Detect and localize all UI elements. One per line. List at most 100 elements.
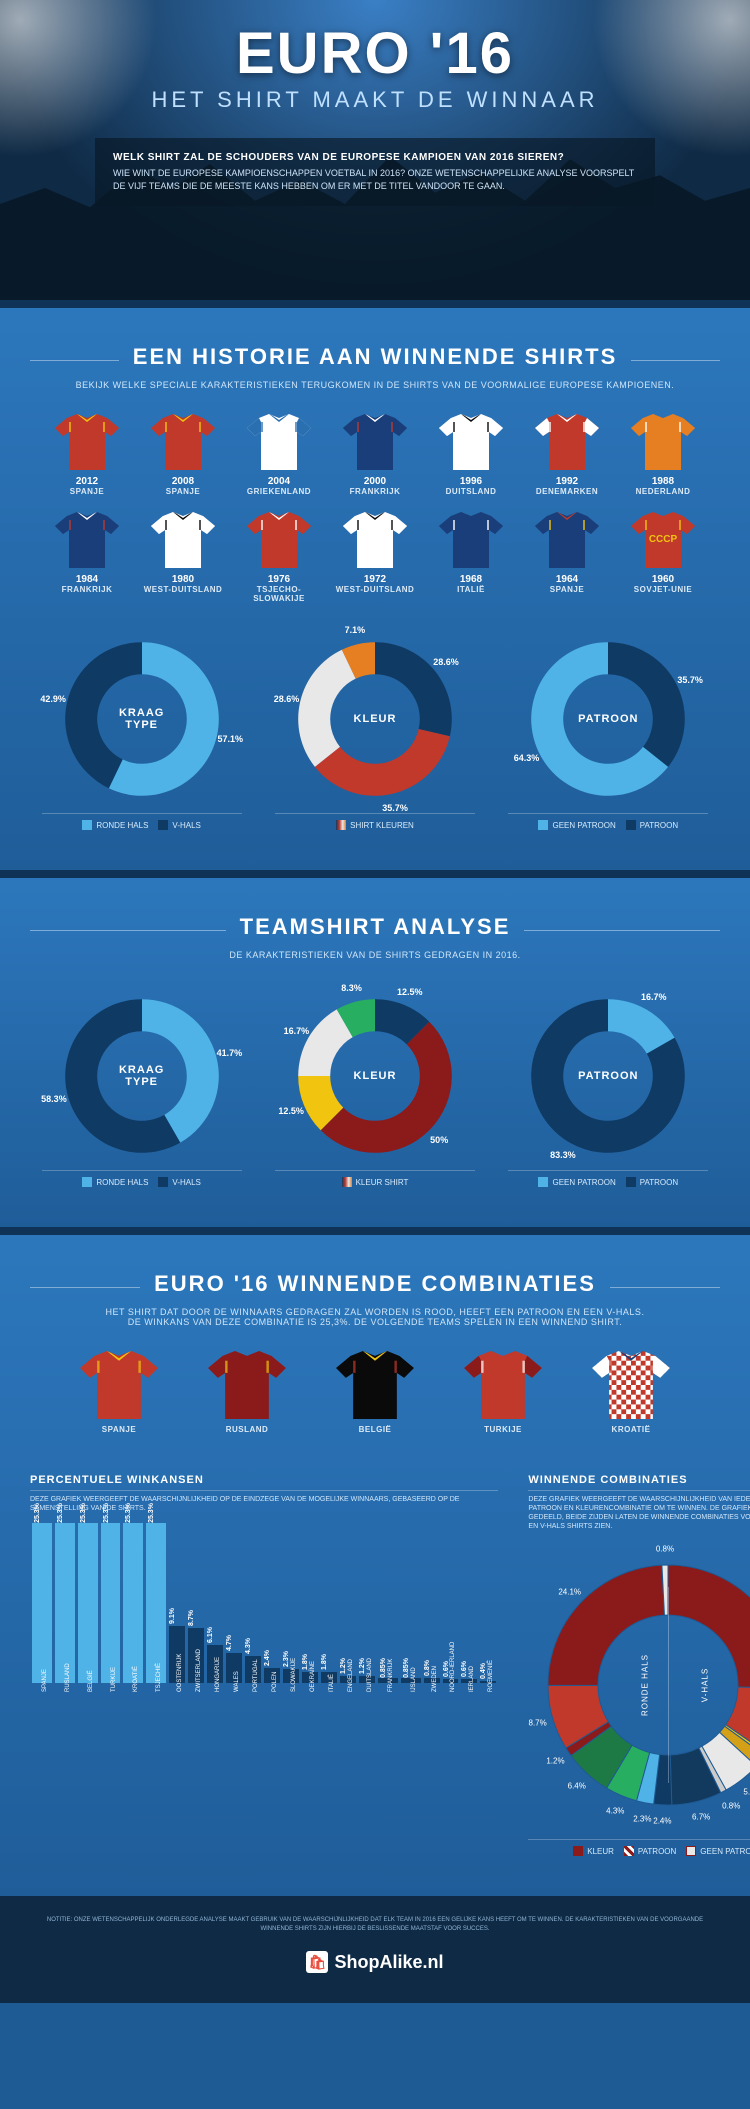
main-subtitle: HET SHIRT MAAKT DE WINNAAR <box>0 87 750 113</box>
shirt-country: RUSLAND <box>197 1425 297 1434</box>
bar-item: 0.6% IERLAND <box>461 1661 477 1727</box>
legend-item: RONDE HALS <box>82 820 148 830</box>
shirt-icon <box>439 512 503 568</box>
bar-item: 25.3% KROATIË <box>123 1505 143 1727</box>
shirt-icon <box>464 1351 542 1419</box>
donut-pct-labels: 12.5%50%12.5%16.7%8.3% <box>295 996 455 1156</box>
legend-item: V-HALS <box>158 820 200 830</box>
legend-geen-patroon: GEEN PATROON <box>686 1846 750 1856</box>
shirt-year: 1980 <box>139 574 227 585</box>
bar-value: 9.1% <box>169 1608 185 1624</box>
shirt-icon <box>439 414 503 470</box>
section3-title: EURO '16 WINNENDE COMBINATIES <box>140 1271 610 1297</box>
shirt-year: 1964 <box>523 574 611 585</box>
donut-chart: PATROON 16.7%83.3% <box>528 996 688 1156</box>
bar-rect <box>123 1523 143 1683</box>
shirt-icon <box>535 414 599 470</box>
donut-block: PATROON 35.7%64.3% GEEN PATROONPATROON <box>508 639 708 830</box>
shirt-icon <box>343 512 407 568</box>
shirt-country: SOVJET-UNIE <box>619 585 707 594</box>
bar-value: 25.3% <box>57 1503 73 1523</box>
main-title: EURO '16 <box>0 20 750 87</box>
hero-header: EURO '16 HET SHIRT MAAKT DE WINNAAR WELK… <box>0 0 750 300</box>
footer-notice: NOTITIE: ONZE WETENSCHAPPELIJK ONDERLEGD… <box>40 1916 710 1933</box>
section1-subtitle: BEKIJK WELKE SPECIALE KARAKTERISTIEKEN T… <box>30 380 720 390</box>
intro-answer: WIE WINT DE EUROPESE KAMPIOENSCHAPPEN VO… <box>113 167 637 192</box>
shirt-item: 1964 SPANJE <box>523 512 611 603</box>
big-donut-legend: KLEUR PATROON GEEN PATROON <box>528 1839 750 1856</box>
bigdonut-title: WINNENDE COMBINATIES <box>528 1474 750 1486</box>
shirt-icon <box>151 512 215 568</box>
legend-item: RONDE HALS <box>82 1177 148 1187</box>
bar-value: 25.3% <box>34 1503 50 1523</box>
shirt-icon <box>151 414 215 470</box>
shirt-icon <box>55 512 119 568</box>
bar-item: 25.3% RUSLAND <box>55 1505 75 1727</box>
teamshirt-donuts-row: KRAAG TYPE 41.7%58.3% RONDE HALSV-HALS K… <box>30 996 720 1187</box>
shirt-country: SPANJE <box>523 585 611 594</box>
donut-block: KLEUR 28.6%35.7%28.6%7.1% SHIRT KLEUREN <box>275 639 475 830</box>
donut-pct-labels: 28.6%35.7%28.6%7.1% <box>295 639 455 799</box>
shirt-year: 2012 <box>43 476 131 487</box>
shirt-icon <box>592 1351 670 1419</box>
shirt-item: 2000 FRANKRIJK <box>331 414 419 496</box>
donut-chart: PATROON 35.7%64.3% <box>528 639 688 799</box>
donut-pct-labels: 35.7%64.3% <box>528 639 688 799</box>
bar-value: 2.4% <box>264 1650 280 1666</box>
shirt-icon <box>535 512 599 568</box>
legend-item: GEEN PATROON <box>538 820 615 830</box>
bar-item: 1.2% DUITSLAND <box>359 1658 375 1728</box>
shirt-country: SPANJE <box>43 487 131 496</box>
bar-value: 4.3% <box>245 1638 261 1654</box>
donut-chart: KLEUR 28.6%35.7%28.6%7.1% <box>295 639 455 799</box>
section-combinations: EURO '16 WINNENDE COMBINATIES HET SHIRT … <box>0 1227 750 1896</box>
historic-shirts-grid: 2012 SPANJE 2008 SPANJE 2004 GRIEKENLAND… <box>30 414 720 603</box>
combo-shirt-item: KROATIË <box>581 1351 681 1434</box>
section-history: EEN HISTORIE AAN WINNENDE SHIRTS BEKIJK … <box>0 300 750 870</box>
bar-item: 25.3% BELGIË <box>78 1505 98 1727</box>
probability-bar-chart: 25.3% SPANJE25.3% RUSLAND25.3% BELGIË25.… <box>30 1527 498 1727</box>
barchart-title: PERCENTUELE WINKANSEN <box>30 1474 498 1486</box>
bar-item: 1.2% ENGELAND <box>340 1658 356 1728</box>
bar-rect <box>55 1523 75 1683</box>
shirt-item: 2012 SPANJE <box>43 414 131 496</box>
donut-legend: GEEN PATROON PATROON <box>508 1170 708 1187</box>
combo-shirt-item: SPANJE <box>69 1351 169 1434</box>
bar-value: 1.8% <box>321 1654 337 1670</box>
section2-title: TEAMSHIRT ANALYSE <box>226 914 525 940</box>
shirt-item: 1988 NEDERLAND <box>619 414 707 496</box>
history-donuts-row: KRAAG TYPE 57.1%42.9% RONDE HALS V-HALS K… <box>30 639 720 830</box>
shirt-item: 2004 GRIEKENLAND <box>235 414 323 496</box>
donut-chart: KRAAG TYPE 57.1%42.9% <box>62 639 222 799</box>
legend-item: GEEN PATROON <box>538 1177 615 1187</box>
bar-item: 0.6% NOORD-IERLAND <box>443 1661 459 1727</box>
shirt-country: KROATIË <box>581 1425 681 1434</box>
combo-shirt-item: BELGIË <box>325 1351 425 1434</box>
legend-patroon: PATROON <box>624 1846 676 1856</box>
bar-rect <box>101 1523 121 1683</box>
shirt-country: NEDERLAND <box>619 487 707 496</box>
bigdonut-subtitle: DEZE GRAFIEK WEERGEEFT DE WAARSCHIJNLIJK… <box>528 1490 750 1531</box>
shirt-year: 2000 <box>331 476 419 487</box>
legend-item: PATROON <box>626 1177 678 1187</box>
shirt-year: 1976 <box>235 574 323 585</box>
shirt-item: 1980 WEST-DUITSLAND <box>139 512 227 603</box>
donut-block: PATROON 16.7%83.3% GEEN PATROON PATROON <box>508 996 708 1187</box>
shirt-country: FRANKRIJK <box>331 487 419 496</box>
shirt-icon <box>336 1351 414 1419</box>
bar-rect <box>146 1523 166 1683</box>
brand-text: ShopAlike.nl <box>334 1952 443 1973</box>
shirt-year: 1984 <box>43 574 131 585</box>
bar-value: 25.3% <box>148 1503 164 1523</box>
section2-subtitle: DE KARAKTERISTIEKEN VAN DE SHIRTS GEDRAG… <box>30 950 720 960</box>
winning-shirts-row: SPANJE RUSLAND BELGIË TURKIJE <box>30 1351 720 1434</box>
bigdonut-column: WINNENDE COMBINATIES DEZE GRAFIEK WEERGE… <box>528 1474 750 1856</box>
big-donut-outer-labels: 25.3%9.1%0.4%1.8%5.1%0.8%6.7%2.4%2.3%4.3… <box>528 1545 750 1825</box>
infographic-root: EURO '16 HET SHIRT MAAKT DE WINNAAR WELK… <box>0 0 750 2003</box>
donut-pct-labels: 16.7%83.3% <box>528 996 688 1156</box>
shirt-country: SPANJE <box>139 487 227 496</box>
donut-legend: RONDE HALS V-HALS <box>42 813 242 830</box>
bar-value: 4.7% <box>226 1635 242 1651</box>
footer: NOTITIE: ONZE WETENSCHAPPELIJK ONDERLEGD… <box>0 1896 750 2003</box>
intro-box: WELK SHIRT ZAL DE SCHOUDERS VAN DE EUROP… <box>95 138 655 206</box>
